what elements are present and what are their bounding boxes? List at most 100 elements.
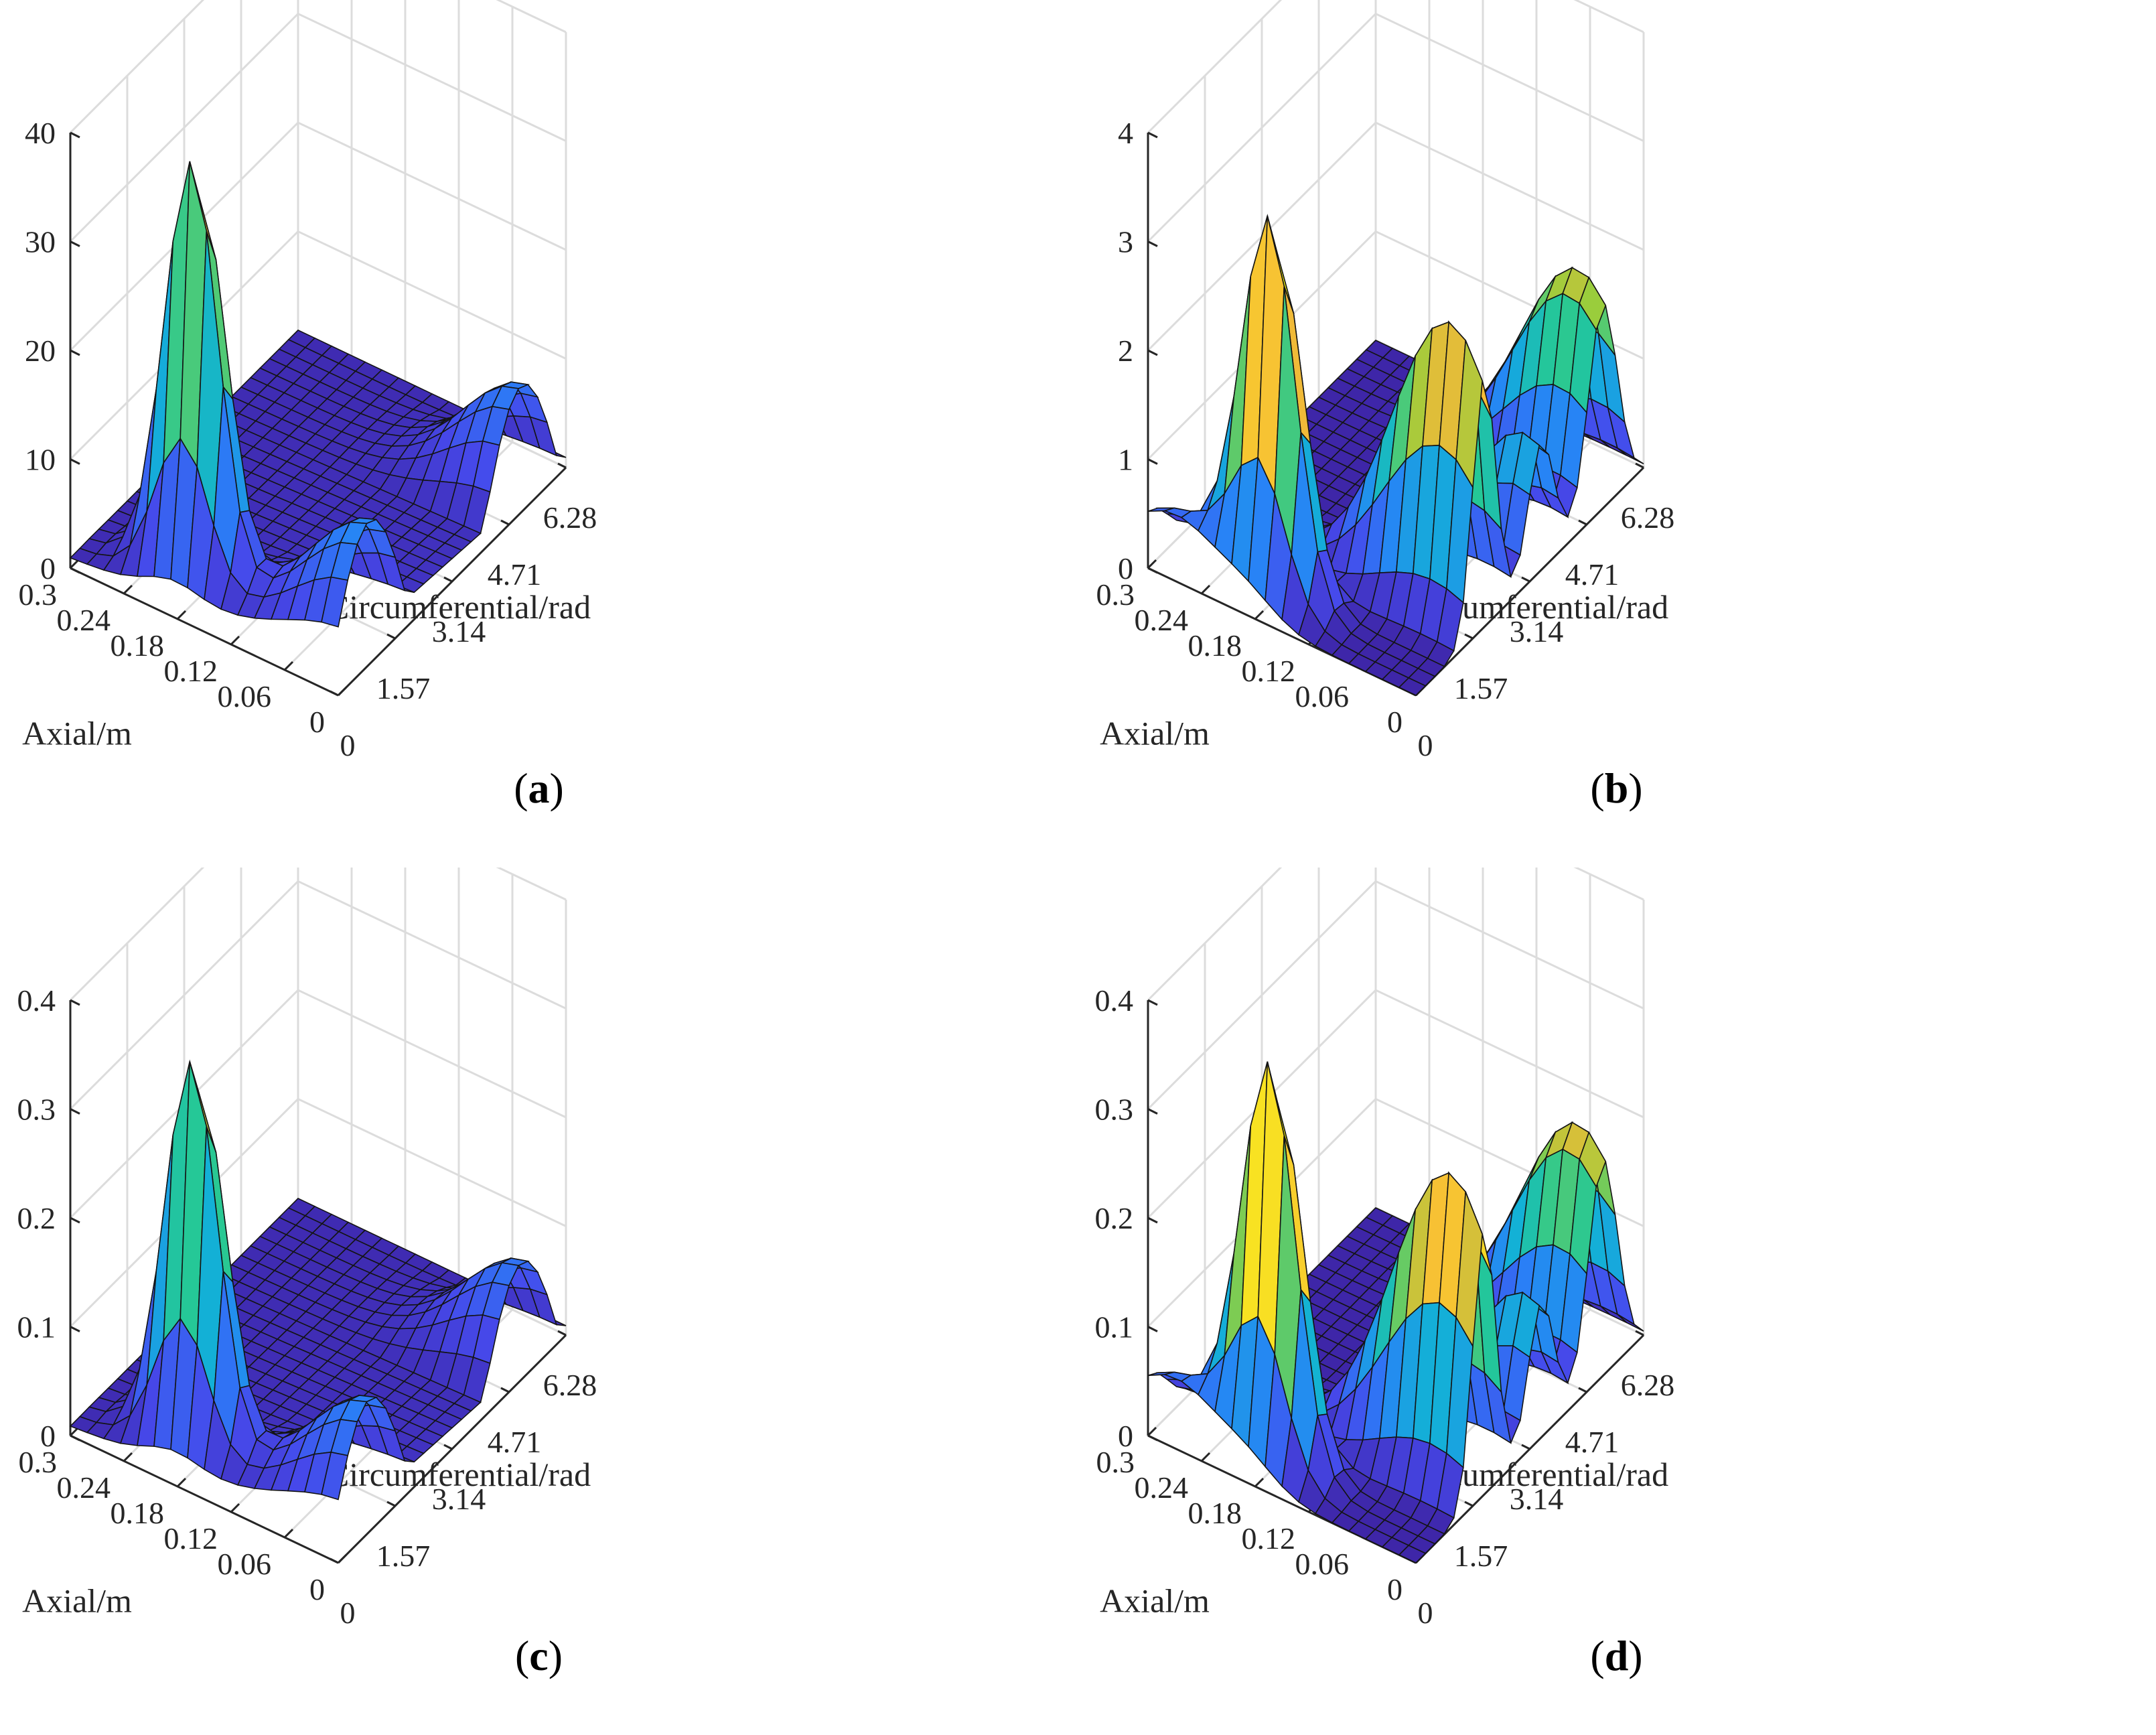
z-tick-label: 30	[25, 225, 56, 259]
x-tick-label: 4.71	[1565, 557, 1620, 592]
z-tick	[70, 349, 80, 356]
chart-panel-d: 0 0.1 0.2 0.3 0.4 0 1.57 3.14 4.71 6.28 0.3 0.24 0.1…	[1078, 868, 2155, 1735]
x-tick-label: 4.71	[488, 557, 542, 592]
y-tick	[1200, 584, 1211, 595]
x-tick-label: 0	[340, 728, 356, 762]
z-tick-label: 0.4	[17, 983, 56, 1018]
surface	[1147, 1061, 1644, 1564]
surface-patch	[1398, 677, 1427, 696]
y-tick	[230, 1503, 240, 1513]
panel-caption-b: (b)	[1590, 764, 1643, 812]
y-tick	[1200, 1452, 1211, 1462]
z-tick	[70, 1434, 80, 1442]
z-tick-label: 10	[25, 443, 56, 477]
x-tick	[1464, 1501, 1474, 1507]
x-tick	[1521, 1444, 1530, 1450]
x-tick-label: 6.28	[1621, 500, 1675, 535]
y-tick	[283, 661, 294, 671]
z-tick-label: 1	[1118, 443, 1133, 477]
y-tick	[337, 1553, 348, 1564]
y-tick-label: 0.06	[218, 1547, 272, 1581]
tick-labels: 0 1 2 3 4 0 1.573.144.716.28 0.30.240.180.120.0…	[1096, 116, 1675, 762]
y-tick-label: 0.06	[218, 679, 272, 713]
z-tick-label: 0.1	[1095, 1310, 1134, 1344]
y-tick-label: 0.24	[1135, 1470, 1189, 1505]
z-tick	[1147, 1434, 1158, 1442]
x-tick-label: 1.57	[1454, 671, 1508, 705]
z-tick-label: 0.3	[17, 1093, 56, 1127]
z-tick-label: 4	[1118, 116, 1133, 150]
caption-letter: c	[529, 1632, 549, 1679]
y-tick-label: 0	[1387, 1572, 1403, 1606]
z-tick	[1147, 458, 1158, 465]
x-tick	[1464, 633, 1474, 640]
y-tick-label: 0	[1387, 705, 1403, 739]
y-axis-label: Axial/m	[22, 715, 132, 752]
z-tick-label: 2	[1118, 334, 1133, 368]
x-tick	[1578, 1387, 1587, 1393]
tick-labels: 0 10 20 30 40 0 1.573.144.716.28 0.30.240.180.1…	[19, 116, 597, 762]
y-axis-line	[70, 567, 339, 697]
y-tick	[1254, 610, 1265, 620]
x-tick	[1635, 462, 1644, 469]
y-tick	[1147, 559, 1157, 569]
y-tick	[123, 584, 133, 595]
x-tick-label: 6.28	[543, 500, 597, 535]
z-tick	[70, 1217, 80, 1224]
z-tick	[70, 567, 80, 574]
y-tick	[337, 686, 348, 697]
z-gridline	[69, 121, 567, 352]
x-tick	[500, 1387, 510, 1393]
z-gridline	[1147, 880, 1644, 1110]
z-tick	[70, 1326, 80, 1332]
y-tick-label: 0.12	[164, 1521, 218, 1555]
y-tick-label: 0.3	[1096, 577, 1135, 612]
y-axis-label: Axial/m	[1100, 1582, 1210, 1620]
surface-plot-c: 00.10.20.30.401.573.144.716.280.30.240.1…	[17, 868, 597, 1630]
z-tick-label: 0.4	[1095, 983, 1134, 1018]
x-tick	[443, 576, 453, 583]
caption-letter: d	[1604, 1632, 1629, 1679]
y-tick-label: 0.3	[19, 1445, 58, 1479]
surface-patch	[321, 576, 349, 628]
x-tick-label: 4.71	[1565, 1425, 1620, 1459]
panel-caption-c: (c)	[514, 1632, 563, 1679]
z-gridline	[69, 989, 567, 1219]
z-tick	[70, 999, 80, 1006]
z-tick	[1147, 999, 1158, 1006]
surface	[69, 1059, 567, 1501]
y-tick	[176, 610, 187, 620]
x-axis-label: Circumferential/rad	[327, 1456, 591, 1493]
surface-patch	[321, 1451, 349, 1501]
y-tick-label: 0.24	[57, 1470, 111, 1505]
y-tick-label: 0.18	[1188, 628, 1242, 663]
x-tick-label: 1.57	[376, 1539, 431, 1573]
z-tick	[70, 1108, 80, 1115]
y-tick	[1254, 1477, 1265, 1488]
x-tick	[443, 1444, 453, 1450]
z-gridline	[1147, 12, 1644, 242]
z-tick-label: 0	[1118, 551, 1133, 585]
z-tick	[1147, 349, 1158, 356]
x-tick-label: 1.57	[1454, 1539, 1508, 1573]
z-tick-label: 0	[1118, 1419, 1133, 1453]
z-tick	[70, 458, 80, 465]
y-tick	[176, 1477, 187, 1488]
panel-caption-d: (d)	[1590, 1632, 1643, 1679]
x-tick	[330, 690, 339, 697]
y-tick-label: 0.12	[164, 654, 218, 688]
x-tick-label: 3.14	[1510, 614, 1564, 648]
y-tick	[230, 635, 240, 646]
z-gridline	[69, 880, 567, 1110]
y-axis-label: Axial/m	[22, 1582, 132, 1620]
z-tick	[1147, 131, 1158, 139]
z-tick	[1147, 567, 1158, 574]
z-tick	[1147, 1217, 1158, 1224]
z-tick-label: 0	[40, 551, 56, 585]
z-tick-label: 0.2	[17, 1201, 56, 1235]
x-tick	[386, 633, 396, 640]
surface-plot-b: 0 1 2 3 4 0 1.573.144.716.28 0.30.240.180.120.0…	[1096, 0, 1675, 762]
y-axis-line	[70, 1434, 339, 1564]
caption-letter: b	[1604, 764, 1629, 812]
x-tick-label: 1.57	[376, 671, 431, 705]
